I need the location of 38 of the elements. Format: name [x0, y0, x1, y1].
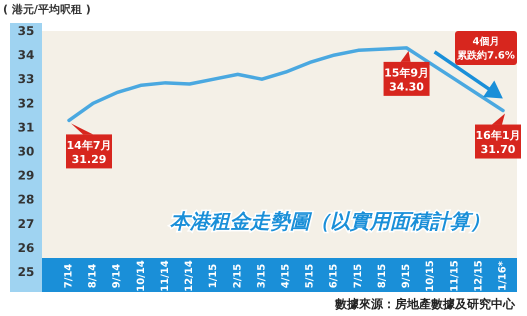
annotation: 15年9月 34.30 — [384, 66, 430, 94]
y-tick-label: 27 — [18, 216, 34, 231]
annotation: 16年1月 31.70 — [476, 129, 520, 156]
annotation: 累跌約7.6% — [456, 50, 515, 62]
x-tick-label: 12/14 — [184, 260, 196, 292]
x-tick-label: 7/14 — [64, 264, 74, 288]
y-tick-label: 29 — [18, 168, 34, 183]
text: 數據來源：房地產數據及研究中心 — [334, 297, 516, 311]
x-tick-label: 1/16* — [498, 260, 508, 291]
x-tick-label: 7/15 — [352, 264, 364, 288]
x-tick-label: 11/15 — [449, 260, 460, 292]
x-tick-label: 9/14 — [112, 264, 123, 288]
y-tick-label: 31 — [18, 120, 34, 134]
x-tick-label: 10/15 — [425, 260, 436, 292]
x-tick-label: 10/14 — [136, 260, 147, 292]
x-tick-label: 9/15 — [401, 264, 412, 288]
y-tick-label: 25 — [18, 265, 34, 279]
y-tick-label: 30 — [18, 144, 34, 158]
text: 本港租金走勢圖（以實用面積計算） — [170, 209, 490, 233]
x-tick-label: 3/15 — [256, 264, 268, 288]
annotation: 14年7月 31.29 — [66, 138, 112, 166]
x-tick-label: 11/14 — [160, 260, 171, 292]
x-tick-label: 5/15 — [304, 264, 316, 288]
y-axis-title: ( 港元/平均呎租 ) — [3, 3, 91, 16]
x-tick-label: 4/15 — [280, 264, 292, 288]
y-tick-label: 34 — [18, 48, 34, 62]
x-tick-label: 1/15 — [208, 264, 220, 288]
x-tick-label: 6/15 — [328, 264, 340, 288]
x-tick-label: 8/14 — [88, 264, 99, 288]
y-tick-label: 26 — [18, 240, 34, 255]
x-tick-label: 2/15 — [232, 264, 244, 288]
y-tick-label: 35 — [18, 24, 34, 38]
x-tick-label: 12/15 — [473, 260, 484, 292]
y-tick-label: 32 — [18, 96, 34, 110]
y-tick-label: 33 — [18, 72, 34, 86]
annotation: 4個月 — [472, 36, 500, 48]
x-tick-label: 8/15 — [376, 264, 388, 288]
y-tick-label: 28 — [18, 192, 34, 207]
